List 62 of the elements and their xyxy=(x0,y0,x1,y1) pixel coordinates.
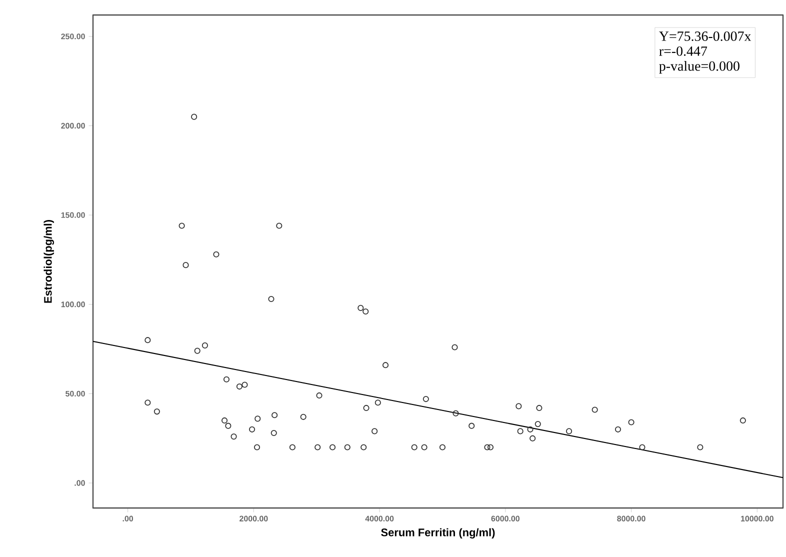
point xyxy=(421,444,428,450)
point xyxy=(236,383,242,390)
point xyxy=(182,262,189,268)
point xyxy=(484,444,490,450)
annotation: Y=75.36-0.007x xyxy=(659,31,752,41)
point xyxy=(344,444,350,450)
point xyxy=(452,344,458,350)
point xyxy=(223,376,230,382)
point xyxy=(530,435,536,442)
point xyxy=(566,428,572,434)
point xyxy=(254,444,260,450)
point xyxy=(213,251,220,258)
point xyxy=(628,419,634,426)
point xyxy=(411,444,418,450)
point xyxy=(527,426,534,432)
point xyxy=(452,410,459,416)
point xyxy=(144,337,151,344)
point xyxy=(536,404,542,412)
point xyxy=(517,428,524,434)
annotation: p-value=0.000 xyxy=(659,60,740,74)
point xyxy=(516,403,522,410)
point xyxy=(230,434,237,440)
point xyxy=(358,304,364,311)
point xyxy=(242,382,248,388)
point xyxy=(487,444,494,450)
point xyxy=(374,400,381,406)
point xyxy=(363,404,370,412)
point xyxy=(382,362,389,368)
point xyxy=(314,444,321,450)
point xyxy=(592,406,598,413)
point xyxy=(202,342,208,348)
x-axis-title: Serum Ferritin (ng/ml) xyxy=(381,528,495,539)
point xyxy=(178,222,185,229)
point xyxy=(268,296,274,302)
point xyxy=(221,417,228,424)
point xyxy=(534,421,541,428)
point xyxy=(639,444,646,450)
y-axis-title: Estrodiol(pg/ml) xyxy=(44,220,54,303)
point xyxy=(439,444,446,450)
point xyxy=(329,444,336,450)
point xyxy=(194,348,200,354)
point xyxy=(272,412,278,418)
annotation: r=-0.447 xyxy=(659,46,708,56)
point xyxy=(360,444,367,450)
point xyxy=(372,428,378,434)
point xyxy=(362,308,369,315)
point xyxy=(614,426,622,432)
point xyxy=(468,422,475,429)
point xyxy=(740,417,746,424)
point xyxy=(276,222,282,229)
point xyxy=(225,422,232,429)
point xyxy=(270,430,277,436)
point xyxy=(316,392,322,399)
point xyxy=(697,444,704,450)
point xyxy=(289,444,296,450)
point xyxy=(254,416,261,422)
point xyxy=(422,396,429,402)
point xyxy=(191,114,198,120)
point xyxy=(248,426,256,432)
point xyxy=(154,408,160,415)
point xyxy=(144,400,151,406)
point xyxy=(300,414,306,420)
